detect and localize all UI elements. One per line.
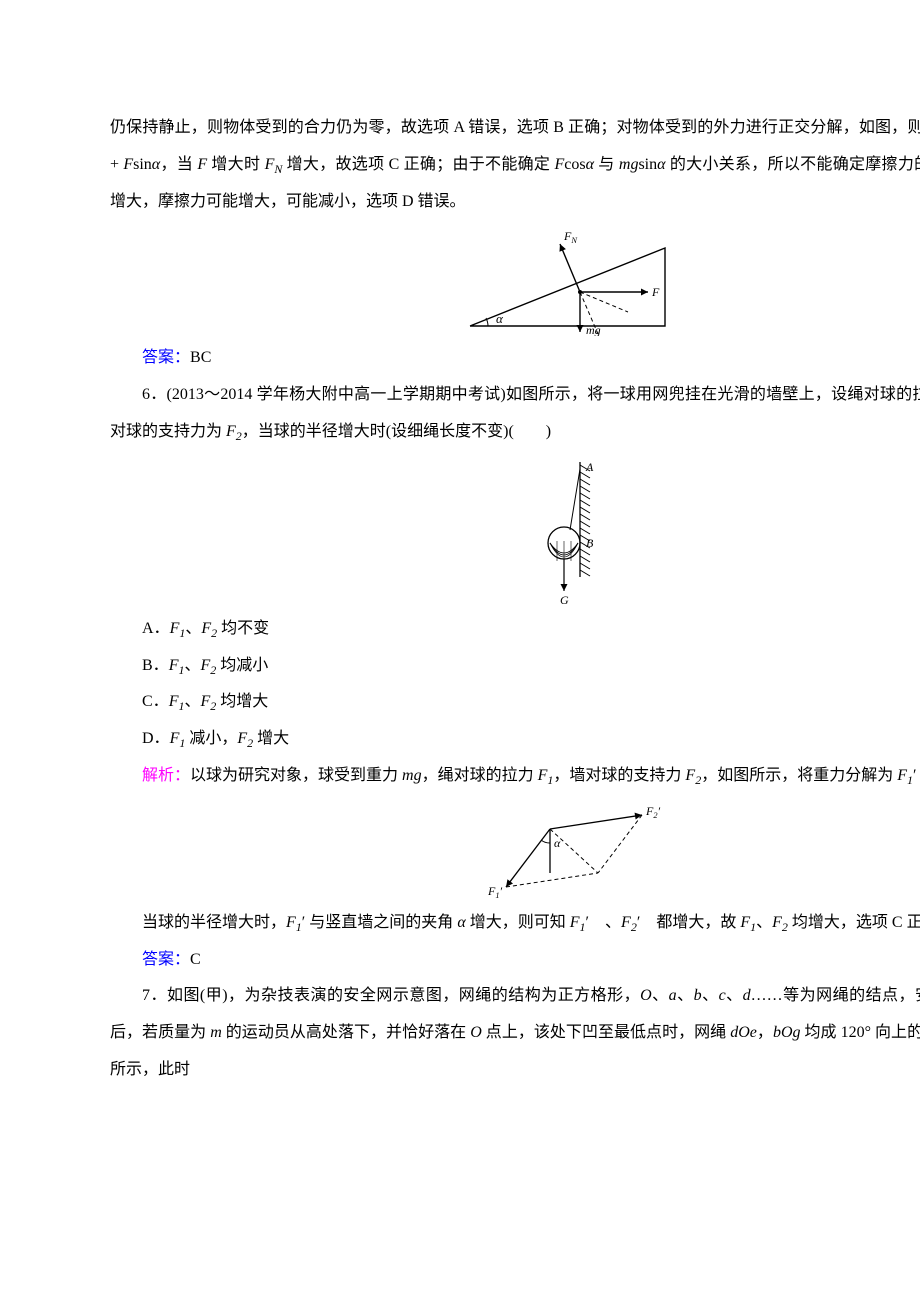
- answer-1-value: BC: [190, 349, 211, 366]
- answer-1-label: 答案：: [142, 349, 190, 366]
- q6-option-B-text: F1、F2 均减小: [169, 657, 269, 674]
- q6-answer-value: C: [190, 951, 201, 968]
- q6-option-D-text: F1 减小，F2 增大: [170, 730, 290, 747]
- q6-analysis-label: 解析：: [142, 767, 190, 784]
- q7-stem: 7．如图(甲)，为杂技表演的安全网示意图，网绳的结构为正方格形，O、a、b、c、…: [110, 978, 920, 1088]
- q6-option-C: C．F1、F2 均增大: [110, 684, 920, 721]
- figure-ball-wall: A B G: [110, 457, 920, 607]
- q6-stem: 6．(2013～2014 学年杨大附中高一上学期期中考试)如图所示，将一球用网兜…: [110, 377, 920, 451]
- svg-text:A: A: [585, 460, 594, 474]
- q6-number: 6．: [142, 386, 167, 403]
- figure-parallelogram: α F1′ F2′: [110, 801, 920, 901]
- q6-option-D: D．F1 减小，F2 增大: [110, 721, 920, 758]
- svg-text:F2′: F2′: [645, 804, 661, 820]
- svg-text:B: B: [586, 536, 594, 550]
- q6-option-B: B．F1、F2 均减小: [110, 648, 920, 685]
- q6-option-A: A．F1、F2 均不变: [110, 611, 920, 648]
- q6-answer-label: 答案：: [142, 951, 190, 968]
- q6-analysis-tail: 当球的半径增大时，F1′ 与竖直墙之间的夹角 α 增大，则可知 F1′ 、F2′…: [110, 905, 920, 942]
- q6-analysis-text: 以球为研究对象，球受到重力 mg，绳对球的拉力 F1，墙对球的支持力 F2，如图…: [190, 767, 920, 784]
- svg-text:α: α: [496, 311, 504, 326]
- q6-answer-line: 答案：C: [110, 942, 920, 979]
- q6-source: (2013～2014 学年杨大附中高一上学期期中考试): [167, 386, 506, 403]
- q7-stem-text: 如图(甲)，为杂技表演的安全网示意图，网绳的结构为正方格形，O、a、b、c、d……: [110, 987, 920, 1078]
- top-explanation-text: 仍保持静止，则物体受到的合力仍为零，故选项 A 错误，选项 B 正确；对物体受到…: [110, 119, 920, 210]
- q6-analysis-tail-text: 当球的半径增大时，F1′ 与竖直墙之间的夹角 α 增大，则可知 F1′ 、F2′…: [142, 914, 920, 931]
- parallelogram-svg: α F1′ F2′: [470, 801, 670, 901]
- svg-text:F1′: F1′: [487, 884, 503, 900]
- incline-force-svg: α FN Fmg: [460, 226, 680, 336]
- svg-text:G: G: [560, 593, 569, 607]
- svg-text:mg: mg: [586, 323, 601, 336]
- figure-incline-diagram: α FN Fmg: [110, 226, 920, 336]
- q6-analysis: 解析：以球为研究对象，球受到重力 mg，绳对球的拉力 F1，墙对球的支持力 F2…: [110, 758, 920, 795]
- svg-text:α: α: [554, 836, 561, 850]
- answer-1-line: 答案：BC: [110, 340, 920, 377]
- svg-text:F: F: [651, 285, 660, 299]
- svg-text:FN: FN: [563, 229, 577, 245]
- q6-option-A-text: F1、F2 均不变: [170, 620, 270, 637]
- q6-option-C-text: F1、F2 均增大: [169, 693, 269, 710]
- ball-wall-svg: A B G: [530, 457, 610, 607]
- q7-number: 7．: [142, 987, 167, 1004]
- top-explanation-paragraph: 仍保持静止，则物体受到的合力仍为零，故选项 A 错误，选项 B 正确；对物体受到…: [110, 110, 920, 220]
